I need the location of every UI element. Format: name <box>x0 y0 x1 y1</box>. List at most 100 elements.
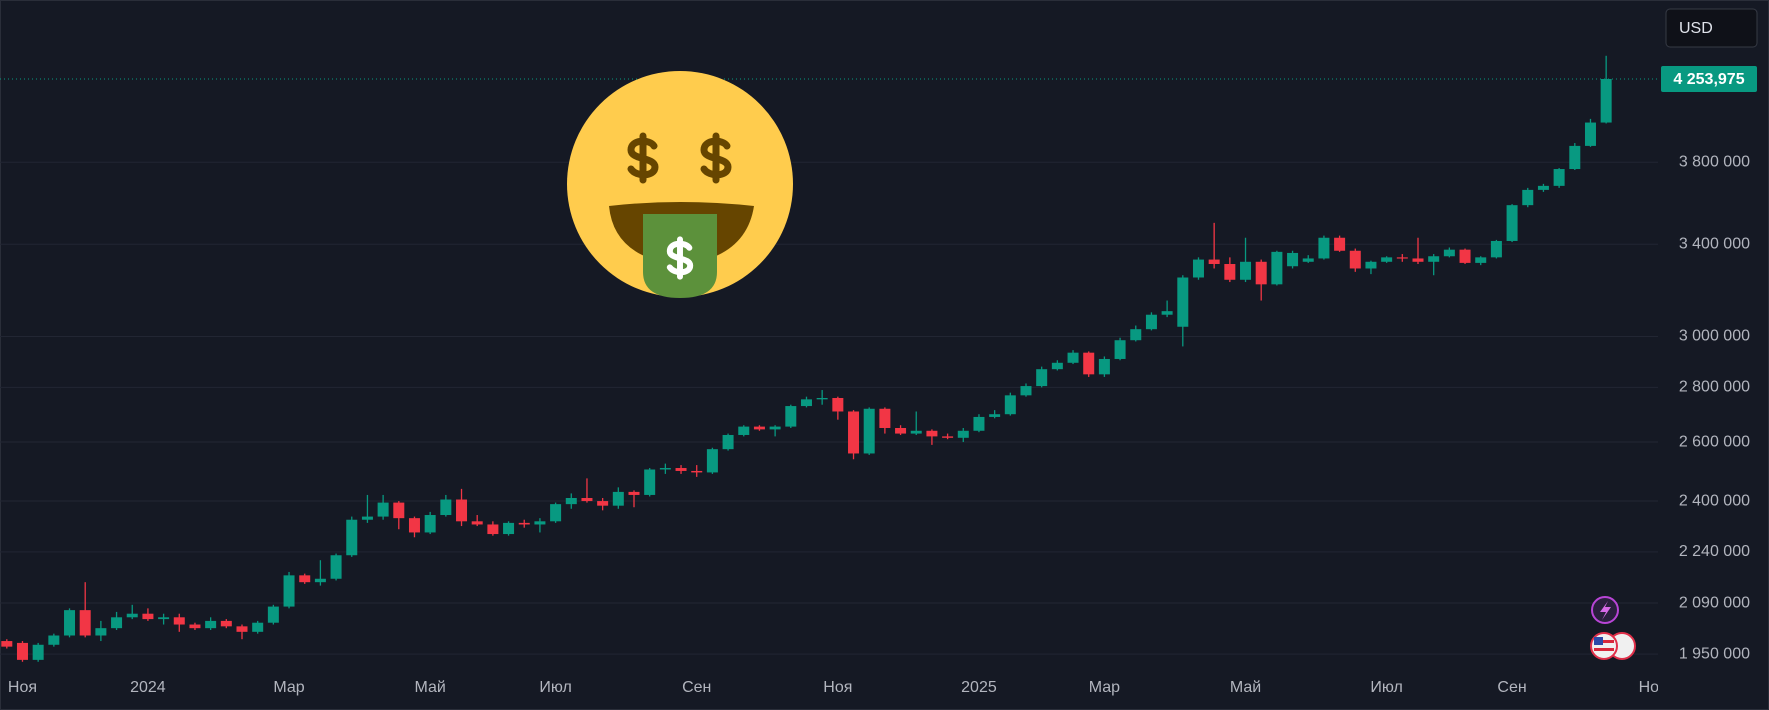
y-tick-label: 3 400 000 <box>1679 235 1750 252</box>
candle-body <box>1161 311 1173 315</box>
candle-body <box>957 430 969 438</box>
candle-body <box>1083 352 1095 375</box>
candle-body <box>48 635 60 645</box>
y-tick-label: 2 090 000 <box>1679 594 1750 611</box>
candle-body <box>926 430 938 437</box>
candle-body <box>910 430 922 434</box>
x-tick-label: Май <box>414 679 445 696</box>
candle-body <box>299 575 311 583</box>
candle-body <box>503 522 515 535</box>
candle-body <box>1255 261 1267 285</box>
candle-body <box>769 426 781 430</box>
y-tick-label: 3 000 000 <box>1679 328 1750 345</box>
candle-body <box>95 628 107 636</box>
candle-body <box>895 427 907 434</box>
grid <box>0 161 1658 655</box>
candle-body <box>1224 264 1236 280</box>
candle-body <box>1020 386 1032 396</box>
y-tick-label: 2 400 000 <box>1679 492 1750 509</box>
candle-body <box>1208 259 1220 265</box>
candle-body <box>377 502 389 517</box>
candle-body <box>1036 369 1048 387</box>
candle-body <box>550 504 562 522</box>
candle-body <box>879 408 891 428</box>
candle-body <box>424 515 436 533</box>
y-tick-label: 3 800 000 <box>1679 153 1750 170</box>
candle-body <box>189 624 201 629</box>
currency-button-bg[interactable] <box>1665 8 1758 48</box>
candle-body <box>675 468 687 471</box>
candle-body <box>220 620 232 627</box>
currency-button[interactable]: USD <box>1665 8 1758 48</box>
candle-body <box>64 610 76 636</box>
candle-body <box>1475 257 1487 263</box>
price-label: 4 253,975 <box>1673 71 1744 88</box>
candle-body <box>142 613 154 620</box>
y-tick-label: 2 600 000 <box>1679 433 1750 450</box>
candle-body <box>863 408 875 454</box>
candle-body <box>816 398 828 400</box>
candle-body <box>1130 329 1142 341</box>
candle-body <box>1114 340 1126 359</box>
candle-body <box>1396 257 1408 259</box>
candle-body <box>126 613 138 618</box>
candle-body <box>1287 252 1299 267</box>
x-tick-label: 2024 <box>130 679 166 696</box>
candle-body <box>848 411 860 454</box>
candle-body <box>1522 189 1534 206</box>
candle-body <box>393 502 405 519</box>
candle-body <box>1349 250 1361 269</box>
candle-body <box>1240 261 1252 280</box>
candle-body <box>236 626 248 632</box>
candle-body <box>330 555 342 579</box>
emoji <box>567 71 793 298</box>
x-tick-label: Сен <box>1497 679 1526 696</box>
candle-body <box>1506 205 1518 241</box>
x-tick-label: Мар <box>1089 679 1120 696</box>
candle-body <box>1334 237 1346 251</box>
candle-body <box>1 641 13 647</box>
candle-body <box>314 578 326 583</box>
candles <box>0 55 1658 662</box>
candle-body <box>581 497 593 502</box>
candle-body <box>1443 249 1455 257</box>
candle-body <box>408 518 420 533</box>
x-tick-label: 2025 <box>961 679 997 696</box>
candle-body <box>173 617 185 625</box>
x-tick-label: Сен <box>682 679 711 696</box>
event-icons <box>1590 596 1636 660</box>
candle-body <box>518 522 530 525</box>
candle-body <box>1145 314 1157 330</box>
candle-body <box>487 524 499 535</box>
candle-body <box>1584 122 1596 146</box>
x-tick-label: Июл <box>1370 679 1402 696</box>
candle-body <box>753 426 765 430</box>
y-tick-label: 2 240 000 <box>1679 543 1750 560</box>
x-tick-label: Май <box>1230 679 1261 696</box>
candle-body <box>252 622 264 632</box>
currency-label[interactable]: USD <box>1679 20 1713 37</box>
candle-body <box>267 606 279 623</box>
candle-body <box>706 449 718 473</box>
x-tick-label: Ноя <box>1639 679 1668 696</box>
y-tick-label: 2 800 000 <box>1679 379 1750 396</box>
candle-body <box>205 620 217 629</box>
candle-body <box>565 497 577 505</box>
candle-body <box>534 521 546 525</box>
candle-body <box>1067 352 1079 363</box>
candle-body <box>832 398 844 412</box>
candle-body <box>1553 169 1565 186</box>
candle-body <box>1177 277 1189 327</box>
candle-body <box>612 491 624 506</box>
y-tick-label: 1 950 000 <box>1679 645 1750 662</box>
candle-body <box>1412 258 1424 262</box>
candle-body <box>973 416 985 431</box>
candle-body <box>659 468 671 470</box>
candle-body <box>456 499 468 522</box>
candle-body <box>1302 258 1314 262</box>
candle-body <box>16 642 28 660</box>
candle-body <box>1192 259 1204 278</box>
candle-body <box>942 436 954 438</box>
